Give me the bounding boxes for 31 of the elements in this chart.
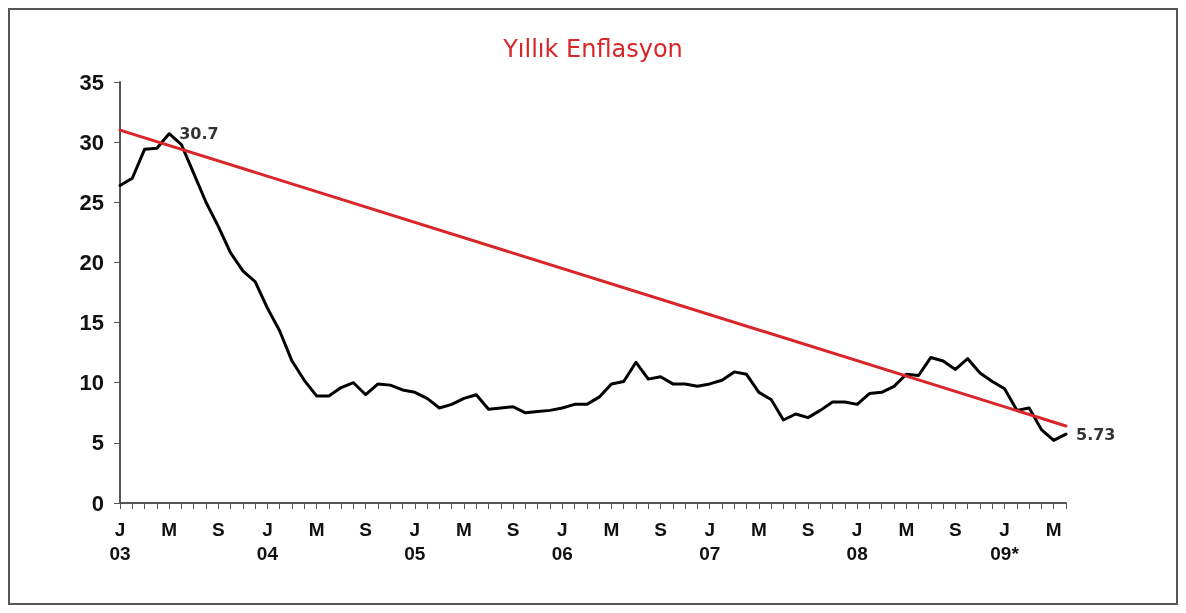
x-tick-label: M bbox=[308, 518, 325, 540]
y-tick-label: 15 bbox=[79, 310, 104, 336]
chart-title: Yıllık Enflasyon bbox=[502, 35, 683, 63]
x-tick-label: M bbox=[750, 518, 767, 540]
x-tick-label: M bbox=[603, 518, 620, 540]
x-tick-label: M bbox=[161, 518, 178, 540]
y-tick-label: 10 bbox=[79, 370, 104, 396]
data-label: 30.7 bbox=[179, 124, 219, 144]
x-tick-label: J 08 bbox=[846, 518, 868, 564]
y-tick-label: 0 bbox=[91, 490, 104, 516]
x-tick-label: J 07 bbox=[699, 518, 721, 564]
x-tick-label: J 06 bbox=[551, 518, 573, 564]
x-tick-label: S bbox=[359, 518, 373, 540]
x-tick-label: S bbox=[211, 518, 225, 540]
x-tick-label: J 04 bbox=[256, 518, 279, 564]
x-tick-label: S bbox=[654, 518, 667, 540]
y-tick-label: 5 bbox=[91, 430, 104, 456]
x-tick-label: J 09* bbox=[990, 518, 1020, 564]
y-tick-label: 30 bbox=[79, 129, 104, 155]
y-tick-label: 20 bbox=[79, 249, 104, 275]
y-tick-label: 25 bbox=[79, 189, 104, 215]
x-tick-label: S bbox=[949, 518, 962, 540]
x-tick-label: M bbox=[898, 518, 915, 540]
x-tick-label: J 05 bbox=[404, 518, 426, 564]
x-tick-label: S bbox=[506, 518, 520, 540]
x-tick-label: J 03 bbox=[109, 518, 131, 564]
x-tick-label: M bbox=[1045, 518, 1062, 540]
x-tick-label: S bbox=[801, 518, 815, 540]
x-tick-label: M bbox=[456, 518, 472, 540]
data-label: 5.73 bbox=[1076, 424, 1116, 444]
y-tick-label: 35 bbox=[79, 69, 104, 95]
